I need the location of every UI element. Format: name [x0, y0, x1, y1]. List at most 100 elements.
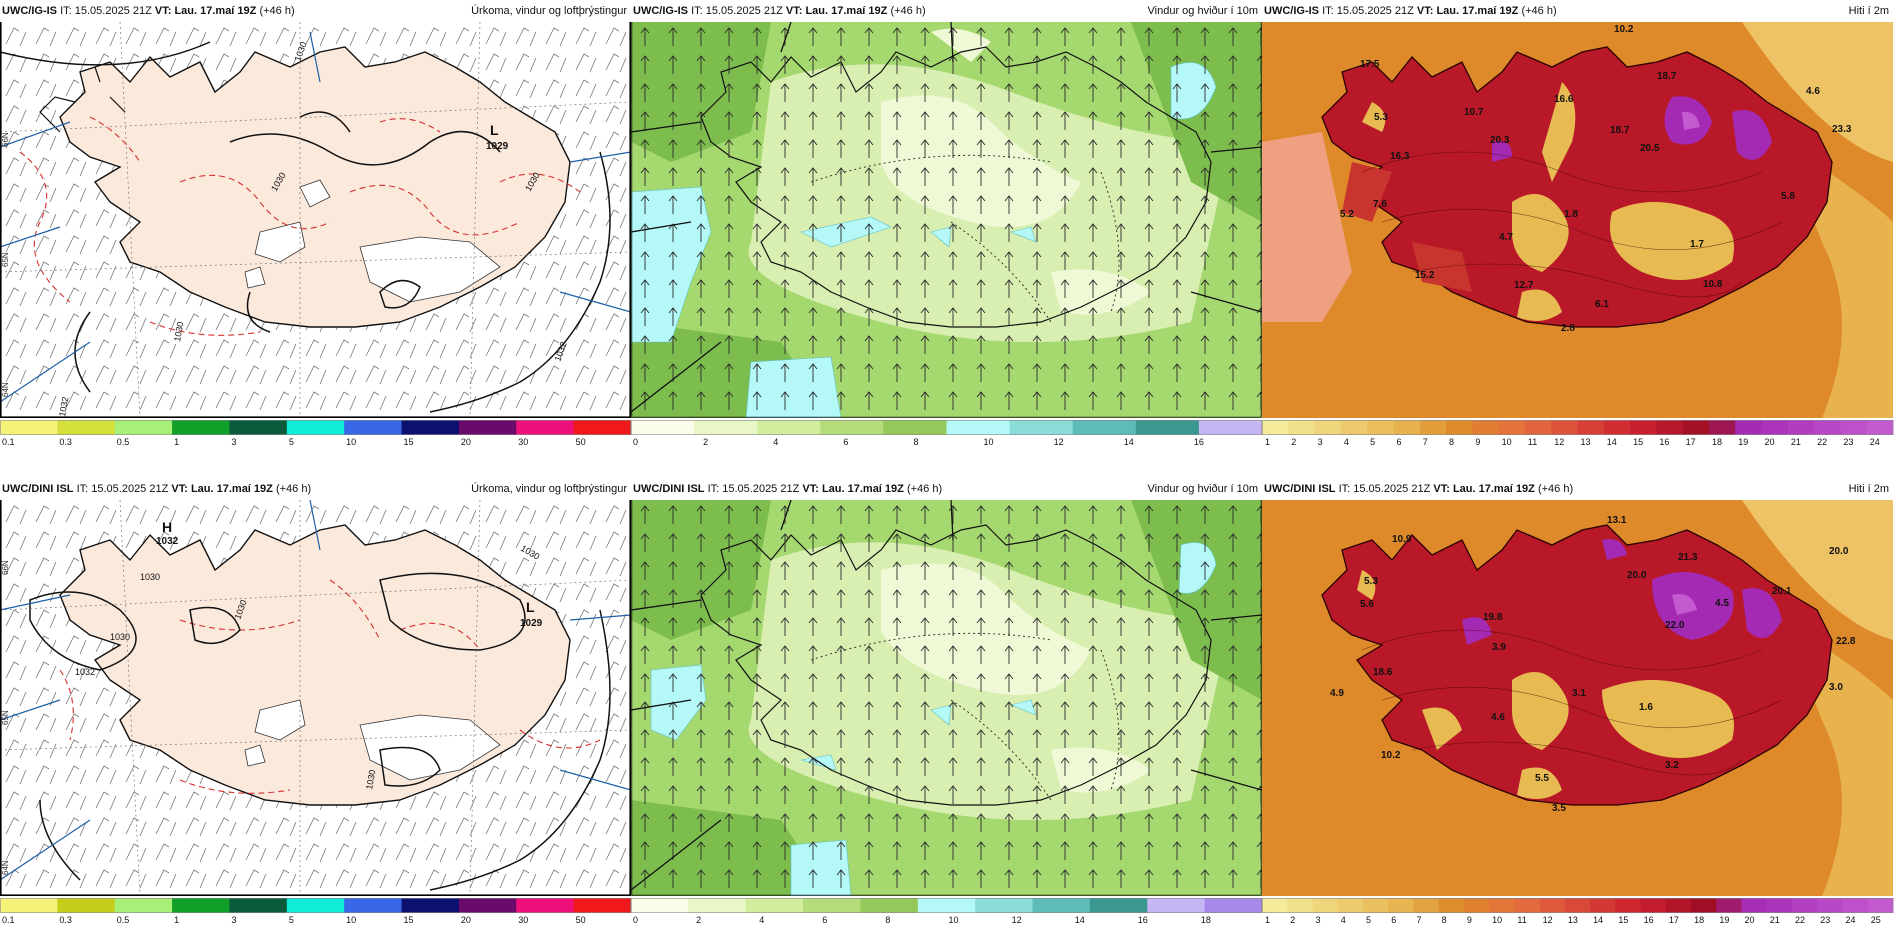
model-name: UWC/IG-IS	[1264, 5, 1319, 17]
map-temp[interactable]: 10.9 13.1 5.3 21.3 20.0 5.6 20.0 20.1 19.8 4.5 22.…	[1262, 500, 1893, 896]
colorbar-swatch	[745, 898, 804, 913]
lead-time: (+46 h)	[275, 483, 312, 495]
colorbar-tick-label: 10	[949, 915, 959, 925]
temperature-value-label: 5.3	[1374, 112, 1388, 123]
colorbar-tick-label: 30	[518, 437, 528, 447]
colorbar-swatch	[1340, 420, 1368, 435]
colorbar-swatch	[946, 420, 1011, 435]
valid-time: Lau. 17.maí 19Z	[174, 5, 257, 17]
colorbar-tick-label: 16	[1138, 915, 1148, 925]
colorbar-tick-label: 0.5	[117, 437, 130, 447]
colorbar-tick-label: 8	[885, 915, 890, 925]
colorbar-tick-label: 12	[1554, 437, 1564, 447]
colorbar-tick-label: 24	[1870, 437, 1880, 447]
map-temp[interactable]: 17.5 10.2 5.3 10.7 16.6 18.7 4.6 20.3 18.7 20.5 23…	[1262, 22, 1893, 418]
colorbar-swatch	[286, 420, 345, 435]
colorbar-tick-label: 15	[404, 915, 414, 925]
valid-time: Lau. 17.maí 19Z	[190, 483, 273, 495]
colorbar-swatch	[975, 898, 1034, 913]
lat-label: 64N	[1, 382, 10, 397]
colorbar-swatch	[1564, 898, 1591, 913]
valid-time: Lau. 17.maí 19Z	[805, 5, 888, 17]
colorbar-swatch	[1603, 420, 1631, 435]
panel-header: UWC/IG-IS IT: 15.05.2025 21Z VT: Lau. 17…	[1262, 0, 1893, 22]
panel-top-wind: UWC/IG-IS IT: 15.05.2025 21Z VT: Lau. 17…	[631, 0, 1263, 448]
colorbar-swatch	[1198, 420, 1263, 435]
temperature-value-label: 18.7	[1657, 71, 1677, 82]
colorbar-tick-label: 10	[346, 437, 356, 447]
colorbar-swatch	[803, 898, 861, 913]
colorbar-tick-label: 15	[1633, 437, 1643, 447]
lead-time: (+46 h)	[890, 5, 926, 17]
temperature-value-label: 13.1	[1607, 515, 1627, 526]
low-pressure-marker: L	[490, 122, 499, 138]
colorbar-swatch	[344, 898, 403, 913]
high-pressure-value: 1032	[156, 536, 179, 547]
lead-time: (+46 h)	[1521, 5, 1557, 17]
panel-header: UWC/IG-IS IT: 15.05.2025 21Z VT: Lau. 17…	[631, 0, 1262, 22]
temperature-value-label: 4.7	[1499, 232, 1513, 243]
colorbar-tick-label: 5	[1370, 437, 1375, 447]
temperature-value-label: 20.0	[1829, 546, 1849, 557]
colorbar-swatch	[1472, 420, 1500, 435]
colorbar-swatch	[1362, 898, 1389, 913]
colorbar-tick-label: 1	[174, 915, 179, 925]
panel-title: Úrkoma, vindur og loftþrýstingur	[471, 483, 627, 495]
temperature-value-label: 1.6	[1639, 702, 1653, 713]
colorbar-tick-label: 22	[1795, 915, 1805, 925]
colorbar-tick-label: 11	[1517, 915, 1526, 925]
colorbar-tick-label: 18	[1201, 915, 1211, 925]
map-wind[interactable]	[631, 500, 1262, 896]
temperature-value-label: 5.2	[1340, 209, 1354, 220]
colorbar-swatch	[1438, 898, 1465, 913]
colorbar-swatch	[1817, 898, 1844, 913]
temperature-value-label: 21.3	[1678, 552, 1698, 563]
lead-time: (+46 h)	[259, 5, 295, 17]
colorbar-swatch	[1288, 420, 1316, 435]
lead-time: (+46 h)	[1537, 483, 1574, 495]
colorbar-tick-label: 10	[1502, 437, 1512, 447]
temperature-value-label: 5.3	[1364, 576, 1378, 587]
colorbar-swatch	[573, 898, 632, 913]
colorbar-swatch	[1524, 420, 1552, 435]
colorbar-tick-label: 16	[1659, 437, 1669, 447]
map-wind[interactable]	[631, 22, 1262, 418]
colorbar-tick-label: 6	[822, 915, 827, 925]
colorbar-tick-label: 13	[1581, 437, 1591, 447]
temperature-value-label: 17.5	[1360, 59, 1380, 70]
temperature-value-label: 10.2	[1614, 24, 1634, 35]
colorbar-swatch	[1262, 420, 1289, 435]
temperature-value-label: 3.5	[1552, 803, 1566, 814]
colorbar-swatch	[1682, 420, 1710, 435]
isobar-label: 1032	[75, 667, 95, 677]
map-precip[interactable]: L 1029 1030 1030 1030 1032 1030 1032 66N…	[0, 22, 631, 418]
panel-title: Úrkoma, vindur og loftþrýstingur	[471, 5, 627, 17]
lat-label: 65N	[1, 710, 10, 725]
colorbar-swatch	[860, 898, 919, 913]
temperature-value-label: 22.0	[1665, 620, 1685, 631]
colorbar-tick-label: 9	[1467, 915, 1472, 925]
colorbar-tick-label: 16	[1194, 437, 1204, 447]
model-name: UWC/IG-IS	[633, 5, 688, 17]
temperature-value-label: 22.8	[1836, 636, 1856, 647]
colorbar-tick-label: 21	[1770, 915, 1780, 925]
colorbar-tick-label: 8	[913, 437, 918, 447]
colorbar-wind: 0 2 4 6 8 10 12 14 16 18	[631, 898, 1263, 926]
isobar-label: 1030	[110, 632, 130, 642]
colorbar-swatch	[1072, 420, 1137, 435]
colorbar-swatch	[1514, 898, 1541, 913]
colorbar-tick-label: 10	[346, 915, 356, 925]
colorbar-swatch	[1577, 420, 1605, 435]
temperature-value-label: 16.6	[1554, 94, 1574, 105]
colorbar-tick-label: 21	[1791, 437, 1801, 447]
colorbar-swatch	[1766, 898, 1793, 913]
panel-title: Hiti í 2m	[1848, 5, 1889, 17]
colorbar-tick-label: 12	[1054, 437, 1064, 447]
colorbar-swatch	[458, 898, 517, 913]
map-precip[interactable]: H 1032 L 1029 1030 1030 1030 1030 1032 1…	[0, 500, 631, 896]
model-name: UWC/DINI ISL	[633, 483, 705, 495]
colorbar-tick-label: 50	[576, 437, 586, 447]
colorbar-swatch	[1842, 898, 1869, 913]
run-time: 15.05.2025 21Z	[722, 483, 800, 495]
temperature-value-label: 3.0	[1829, 682, 1843, 693]
